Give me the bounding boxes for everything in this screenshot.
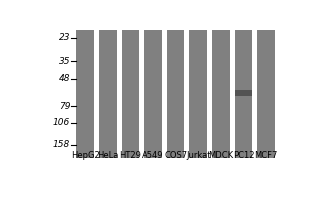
Bar [257, 30, 275, 158]
Bar [122, 30, 139, 158]
Bar [144, 30, 162, 158]
Bar [212, 30, 230, 158]
Bar [189, 30, 207, 158]
Text: 79: 79 [59, 102, 70, 111]
Text: A549: A549 [142, 151, 164, 160]
Text: HepG2: HepG2 [71, 151, 100, 160]
Text: COS7: COS7 [164, 151, 187, 160]
Text: HeLa: HeLa [97, 151, 118, 160]
Bar [76, 30, 94, 158]
Text: Jurkat: Jurkat [186, 151, 211, 160]
Text: 48: 48 [59, 74, 70, 83]
Text: 158: 158 [53, 140, 70, 149]
Text: HT29: HT29 [119, 151, 141, 160]
Bar [235, 90, 252, 96]
Bar [99, 30, 117, 158]
Text: MDCK: MDCK [208, 151, 234, 160]
Text: 35: 35 [59, 57, 70, 66]
Text: PC12: PC12 [233, 151, 254, 160]
Bar [167, 30, 184, 158]
Text: MCF7: MCF7 [254, 151, 278, 160]
Text: 106: 106 [53, 118, 70, 127]
Bar [235, 30, 252, 158]
Text: 23: 23 [59, 33, 70, 42]
